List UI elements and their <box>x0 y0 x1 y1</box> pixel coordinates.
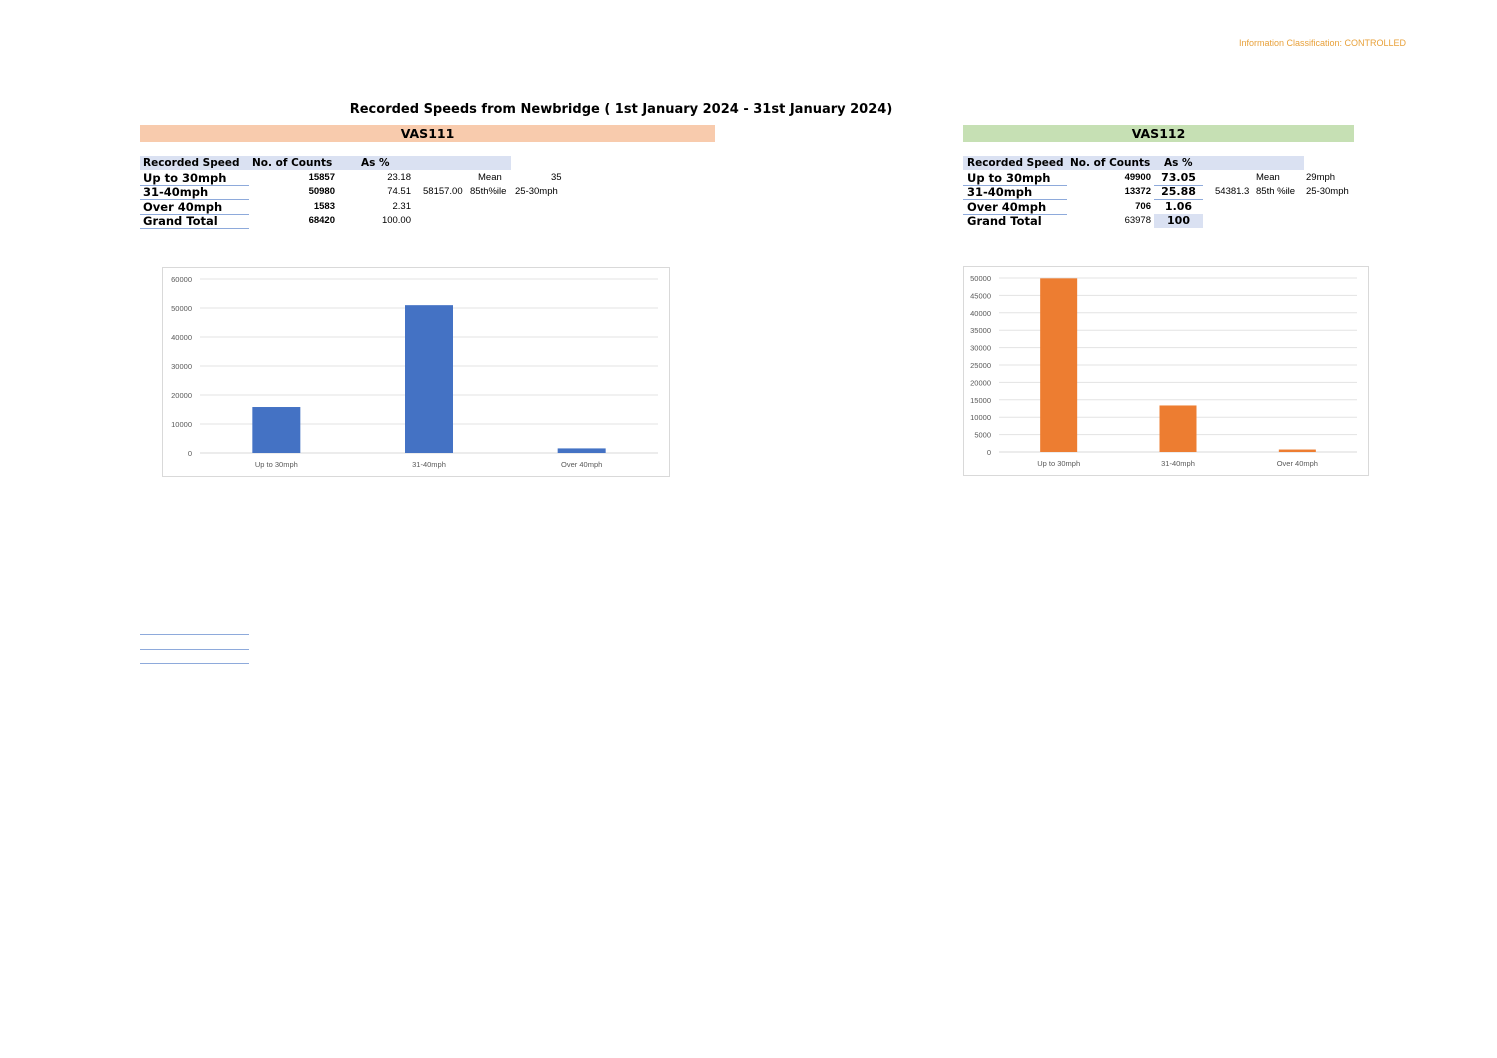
y-tick-label: 5000 <box>974 431 991 440</box>
y-tick-label: 0 <box>987 448 991 457</box>
y-tick-label: 50000 <box>171 304 192 313</box>
vas112-header-speed: Recorded Speed <box>967 157 1064 169</box>
vas112-row-label: Over 40mph <box>963 200 1067 215</box>
y-tick-label: 10000 <box>171 420 192 429</box>
vas112-title-band: VAS112 <box>963 125 1354 142</box>
y-tick-label: 10000 <box>970 413 991 422</box>
vas112-header-counts: No. of Counts <box>1070 157 1151 169</box>
vas112-mean-value: 29mph <box>1306 172 1336 183</box>
x-tick-label: Over 40mph <box>1277 459 1318 468</box>
vas111-85th-number: 58157.00 <box>423 186 463 197</box>
y-tick-label: 45000 <box>970 291 991 300</box>
vas111-85th-label: 85th%ile <box>470 186 507 197</box>
bar <box>1159 405 1197 452</box>
vas111-row-pct: 74.51 <box>387 186 411 197</box>
vas111-header-row <box>140 156 511 170</box>
vas112-85th-label: 85th %ile <box>1256 186 1296 197</box>
y-tick-label: 40000 <box>970 309 991 318</box>
vas111-row-pct: 2.31 <box>392 201 412 212</box>
empty-cell-underline <box>140 649 249 650</box>
vas111-header-counts: No. of Counts <box>252 157 333 169</box>
vas111-chart-svg: 0 10000 20000 30000 40000 50000 60000 Up to 30m… <box>171 275 658 469</box>
x-tick-label: Up to 30mph <box>1037 459 1080 468</box>
y-tick-label: 30000 <box>970 344 991 353</box>
y-tick-label: 25000 <box>970 361 991 370</box>
bar <box>1040 278 1078 452</box>
vas112-chart: 0 5000 10000 15000 20000 25000 30000 35000 40000… <box>963 266 1369 476</box>
bar <box>557 448 606 453</box>
vas112-chart-svg: 0 5000 10000 15000 20000 25000 30000 35000 40000… <box>970 274 1357 468</box>
page-title: Recorded Speeds from Newbridge ( 1st Jan… <box>349 102 893 117</box>
vas112-header-row <box>963 156 1304 170</box>
y-tick-label: 30000 <box>171 362 192 371</box>
empty-cell-underline <box>140 663 249 664</box>
vas111-total-pct: 100.00 <box>381 215 411 226</box>
vas111-header-speed: Recorded Speed <box>143 157 240 169</box>
y-tick-label: 40000 <box>171 333 192 342</box>
vas111-row-count: 1583 <box>313 201 335 212</box>
vas111-mean-value: 35 <box>551 172 562 183</box>
y-tick-label: 35000 <box>970 326 991 335</box>
x-tick-label: 31-40mph <box>1161 459 1195 468</box>
x-tick-label: Over 40mph <box>561 460 602 469</box>
vas112-total-count: 63978 <box>1124 215 1151 226</box>
vas111-total-label: Grand Total <box>140 214 249 229</box>
vas112-row-label: Up to 30mph <box>963 171 1067 186</box>
vas112-85th-number: 54381.3 <box>1215 186 1250 197</box>
vas112-row-pct: 1.06 <box>1154 200 1203 215</box>
vas111-row-label: Up to 30mph <box>140 171 249 186</box>
vas112-total-pct: 100 <box>1154 214 1203 228</box>
vas111-row-label: 31-40mph <box>140 185 249 200</box>
classification-label: Information Classification: CONTROLLED <box>1238 38 1406 48</box>
vas111-row-count: 15857 <box>308 172 335 183</box>
vas112-row-count: 13372 <box>1124 186 1151 197</box>
vas112-row-count: 49900 <box>1124 172 1151 183</box>
y-tick-label: 15000 <box>970 396 991 405</box>
vas112-mean-label: Mean <box>1256 172 1280 183</box>
empty-cell-underline <box>140 634 249 635</box>
vas112-row-pct: 25.88 <box>1154 185 1203 200</box>
bar <box>405 305 453 453</box>
vas111-title-band: VAS111 <box>140 125 715 142</box>
vas111-row-count: 50980 <box>308 186 335 197</box>
vas112-row-pct: 73.05 <box>1154 171 1203 186</box>
vas112-85th-value: 25-30mph <box>1306 186 1349 197</box>
x-tick-label: 31-40mph <box>412 460 446 469</box>
y-tick-label: 60000 <box>171 275 192 284</box>
bar <box>1278 449 1316 452</box>
vas111-row-label: Over 40mph <box>140 200 249 215</box>
vas111-total-count: 68420 <box>308 215 335 226</box>
vas111-header-pct: As % <box>361 157 390 169</box>
vas112-header-pct: As % <box>1164 157 1193 169</box>
y-tick-label: 0 <box>188 449 192 458</box>
y-tick-label: 20000 <box>171 391 192 400</box>
y-tick-label: 50000 <box>970 274 991 283</box>
vas112-total-label: Grand Total <box>967 214 1042 228</box>
vas112-row-label: 31-40mph <box>963 185 1067 200</box>
vas111-85th-value: 25-30mph <box>515 186 558 197</box>
vas111-chart: 0 10000 20000 30000 40000 50000 60000 Up to 30m… <box>162 267 670 477</box>
vas111-mean-label: Mean <box>478 172 502 183</box>
vas112-row-count: 706 <box>1135 201 1151 212</box>
vas111-row-pct: 23.18 <box>387 172 411 183</box>
y-tick-label: 20000 <box>970 378 991 387</box>
x-tick-label: Up to 30mph <box>255 460 298 469</box>
bar <box>252 407 301 453</box>
